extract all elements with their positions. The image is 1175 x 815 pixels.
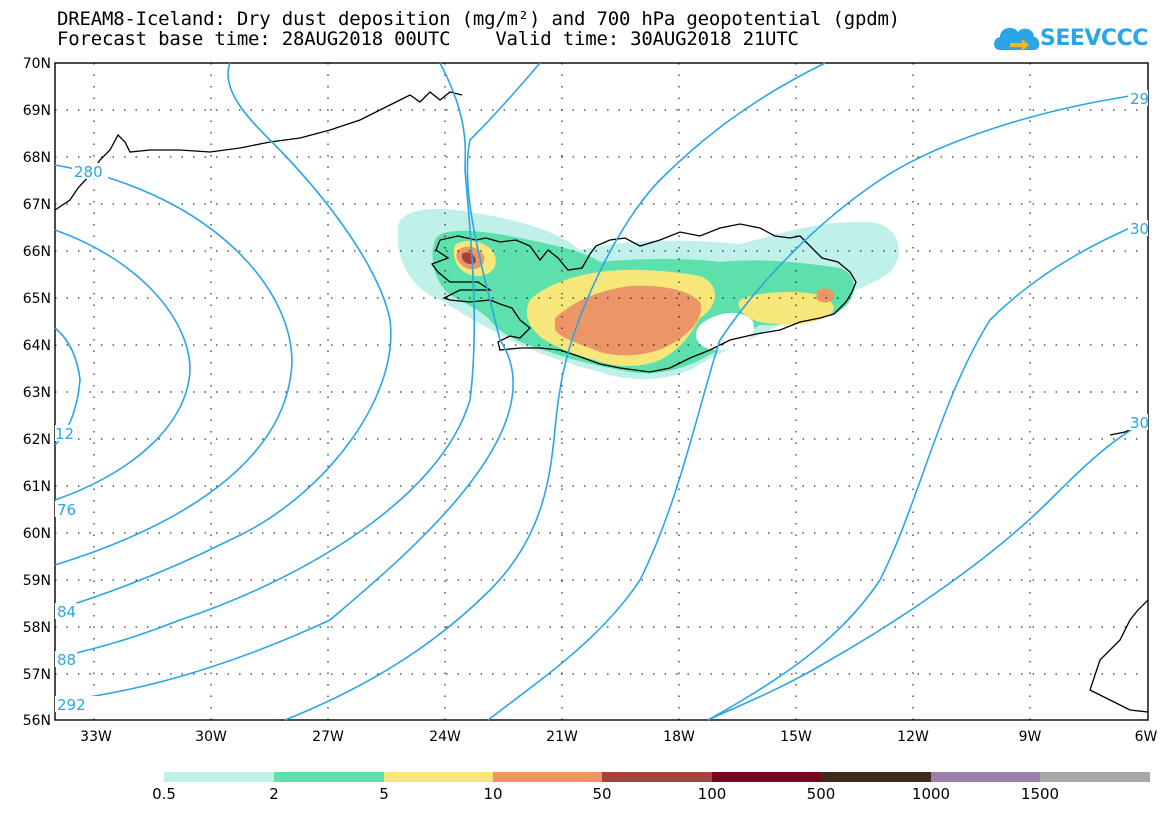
legend-label: 10 bbox=[483, 785, 503, 803]
lat-label: 56N bbox=[23, 713, 51, 729]
contour-label: 76 bbox=[57, 501, 76, 519]
graticule bbox=[55, 63, 1148, 720]
legend-swatch bbox=[1040, 772, 1150, 782]
contour-line bbox=[487, 95, 1131, 721]
lon-label: 9W bbox=[1019, 729, 1042, 745]
dust-area-5-east bbox=[738, 292, 834, 325]
contour-line bbox=[707, 419, 1149, 721]
legend-swatch bbox=[931, 772, 1040, 782]
lat-label: 65N bbox=[23, 291, 51, 307]
contour-label: 88 bbox=[57, 651, 76, 669]
legend-label: 0.5 bbox=[152, 785, 176, 803]
lat-label: 69N bbox=[23, 103, 51, 119]
legend-label: 2 bbox=[269, 785, 279, 803]
contour-line bbox=[284, 62, 826, 721]
legend-label: 1000 bbox=[911, 785, 951, 803]
chart-title: DREAM8-Iceland: Dry dust deposition (mg/… bbox=[57, 8, 900, 30]
legend-swatch bbox=[274, 772, 384, 782]
longitude-labels: 33W 30W 27W 24W 21W 18W 15W 12W 9W 6W bbox=[80, 729, 1157, 745]
lon-label: 21W bbox=[546, 729, 578, 745]
lon-label: 12W bbox=[897, 729, 929, 745]
contour-line bbox=[54, 62, 541, 703]
contour-label: 30 bbox=[1130, 414, 1149, 432]
greenland-coast bbox=[54, 91, 463, 211]
contour-line bbox=[54, 62, 476, 659]
lat-label: 70N bbox=[23, 56, 51, 72]
lat-label: 67N bbox=[23, 197, 51, 213]
contour-line bbox=[54, 229, 191, 501]
lat-label: 57N bbox=[23, 667, 51, 683]
lat-label: 58N bbox=[23, 620, 51, 636]
dust-area-10 bbox=[555, 285, 701, 356]
lat-label: 60N bbox=[23, 526, 51, 542]
legend-swatch bbox=[493, 772, 602, 782]
legend-colorbar bbox=[164, 772, 1150, 782]
iceland-coast bbox=[430, 223, 857, 373]
map-frame bbox=[54, 62, 1149, 721]
lat-label: 59N bbox=[23, 573, 51, 589]
contour-line bbox=[707, 227, 1131, 721]
legend-label: 100 bbox=[697, 785, 727, 803]
geopotential-contours bbox=[54, 62, 1149, 721]
lat-label: 62N bbox=[23, 432, 51, 448]
lon-label: 27W bbox=[312, 729, 344, 745]
contour-label: 12 bbox=[55, 425, 74, 443]
norway-coast-south bbox=[1089, 599, 1149, 713]
contour-line bbox=[54, 164, 293, 566]
contour-label: 29 bbox=[1130, 90, 1149, 108]
legend-label: 500 bbox=[806, 785, 836, 803]
dust-deposition-field bbox=[397, 208, 899, 380]
contour-labels: 280 12 76 84 88 292 29 30 30 bbox=[55, 90, 1149, 714]
lon-label: 30W bbox=[195, 729, 227, 745]
lon-label: 33W bbox=[80, 729, 112, 745]
legend-swatch bbox=[384, 772, 493, 782]
lon-label: 15W bbox=[780, 729, 812, 745]
forecast-times: Forecast base time: 28AUG2018 00UTC Vali… bbox=[57, 28, 799, 50]
lat-label: 63N bbox=[23, 385, 51, 401]
cloud-arrow-icon bbox=[994, 27, 1040, 51]
lon-label: 24W bbox=[429, 729, 461, 745]
legend-label: 5 bbox=[379, 785, 389, 803]
latitude-labels: 70N 69N 68N 67N 66N 65N 64N 63N 62N 61N … bbox=[23, 56, 51, 729]
coastlines bbox=[54, 91, 1149, 713]
contour-label: 292 bbox=[57, 696, 86, 714]
contour-label: 30 bbox=[1130, 220, 1149, 238]
lon-label: 18W bbox=[663, 729, 695, 745]
lat-label: 64N bbox=[23, 338, 51, 354]
lon-label: 6W bbox=[1135, 729, 1158, 745]
legend-label: 50 bbox=[592, 785, 612, 803]
lat-label: 68N bbox=[23, 150, 51, 166]
legend-swatch bbox=[712, 772, 821, 782]
contour-label: 84 bbox=[57, 603, 76, 621]
dust-area-10-east bbox=[816, 288, 835, 303]
logo-text: SEEVCCC bbox=[1040, 26, 1148, 51]
lat-label: 66N bbox=[23, 244, 51, 260]
contour-line bbox=[54, 62, 392, 611]
legend-swatch bbox=[602, 772, 712, 782]
lat-label: 61N bbox=[23, 479, 51, 495]
legend-swatch bbox=[164, 772, 274, 782]
legend-label: 1500 bbox=[1020, 785, 1060, 803]
contour-label: 280 bbox=[74, 163, 103, 181]
legend-swatch bbox=[821, 772, 931, 782]
